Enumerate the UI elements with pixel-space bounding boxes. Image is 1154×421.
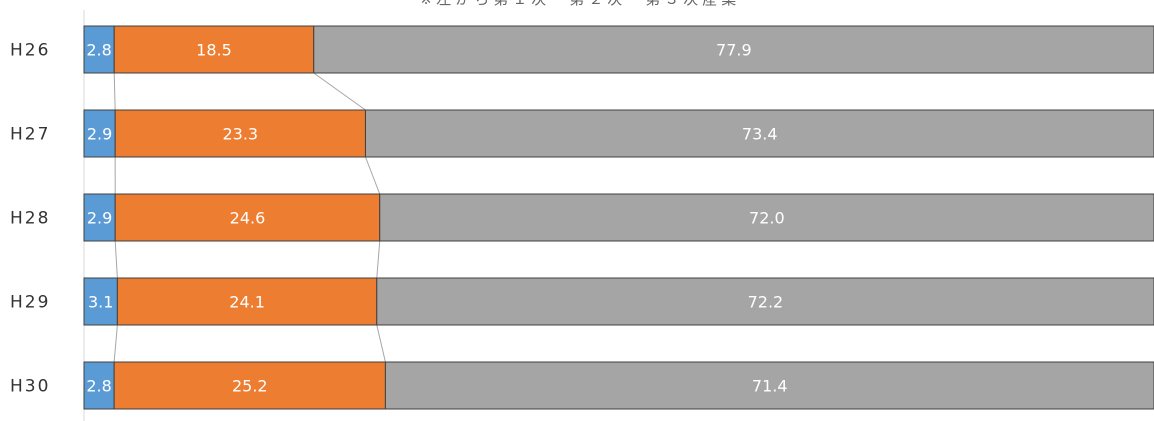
bar-segment-secondary [116,277,378,326]
data-label-primary: 2.9 [87,209,112,228]
data-label-tertiary: 72.2 [748,293,784,312]
plot-area: H26 2.8 18.5 77.9 H27 2.9 23.3 73.4 H28 2.9 24.6 72… [10,10,1154,421]
series-line [313,72,366,111]
bar-segment-secondary [114,109,366,158]
series-line [113,324,118,363]
bar-segment-secondary [113,25,315,74]
bar-segment-primary [83,277,118,326]
data-label-primary: 3.1 [88,293,113,312]
bar-segment-tertiary [384,361,1154,410]
data-label-primary: 2.9 [87,125,112,144]
bar-segment-primary [83,361,115,410]
category-label: H30 [10,377,50,397]
category-label: H28 [10,209,50,229]
category-label: H27 [10,125,50,145]
category-label: H29 [10,293,50,313]
data-label-tertiary: 77.9 [716,41,752,60]
data-label-secondary: 18.5 [196,41,232,60]
data-label-secondary: 23.3 [222,125,258,144]
category-label: H26 [10,41,50,61]
bar-segment-primary [83,109,116,158]
bar-segment-tertiary [379,193,1154,242]
series-line [113,72,116,111]
series-line [114,240,118,279]
data-label-tertiary: 73.4 [742,125,778,144]
data-label-secondary: 24.6 [230,209,266,228]
bar-segment-tertiary [313,25,1154,74]
data-label-secondary: 25.2 [232,377,268,396]
series-line [364,156,381,195]
bar-segment-tertiary [376,277,1154,326]
data-label-secondary: 24.1 [229,293,265,312]
bar-segment-secondary [114,193,381,242]
data-label-primary: 2.8 [86,377,111,396]
bar-segment-tertiary [364,109,1154,158]
bar-segment-secondary [113,361,386,410]
data-label-tertiary: 72.0 [749,209,785,228]
chart-title: ※左から第１次 第２次 第３次産業 [420,0,741,8]
series-line [376,324,386,363]
data-label-primary: 2.8 [86,41,111,60]
data-label-tertiary: 71.4 [752,377,788,396]
series-line [376,240,381,279]
